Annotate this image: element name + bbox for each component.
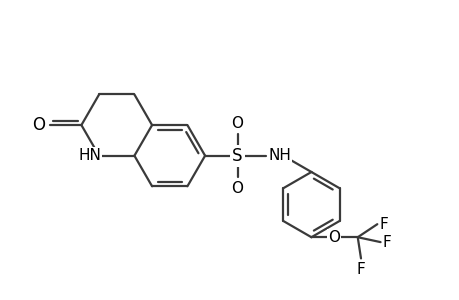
Text: NH: NH [268,148,291,163]
Text: F: F [379,217,387,232]
Text: O: O [32,116,45,134]
Text: O: O [231,116,243,131]
Text: F: F [382,235,391,250]
Text: HN: HN [78,148,101,163]
Text: F: F [356,262,364,277]
Text: O: O [231,181,243,196]
Text: S: S [232,147,242,165]
Text: O: O [328,230,340,245]
